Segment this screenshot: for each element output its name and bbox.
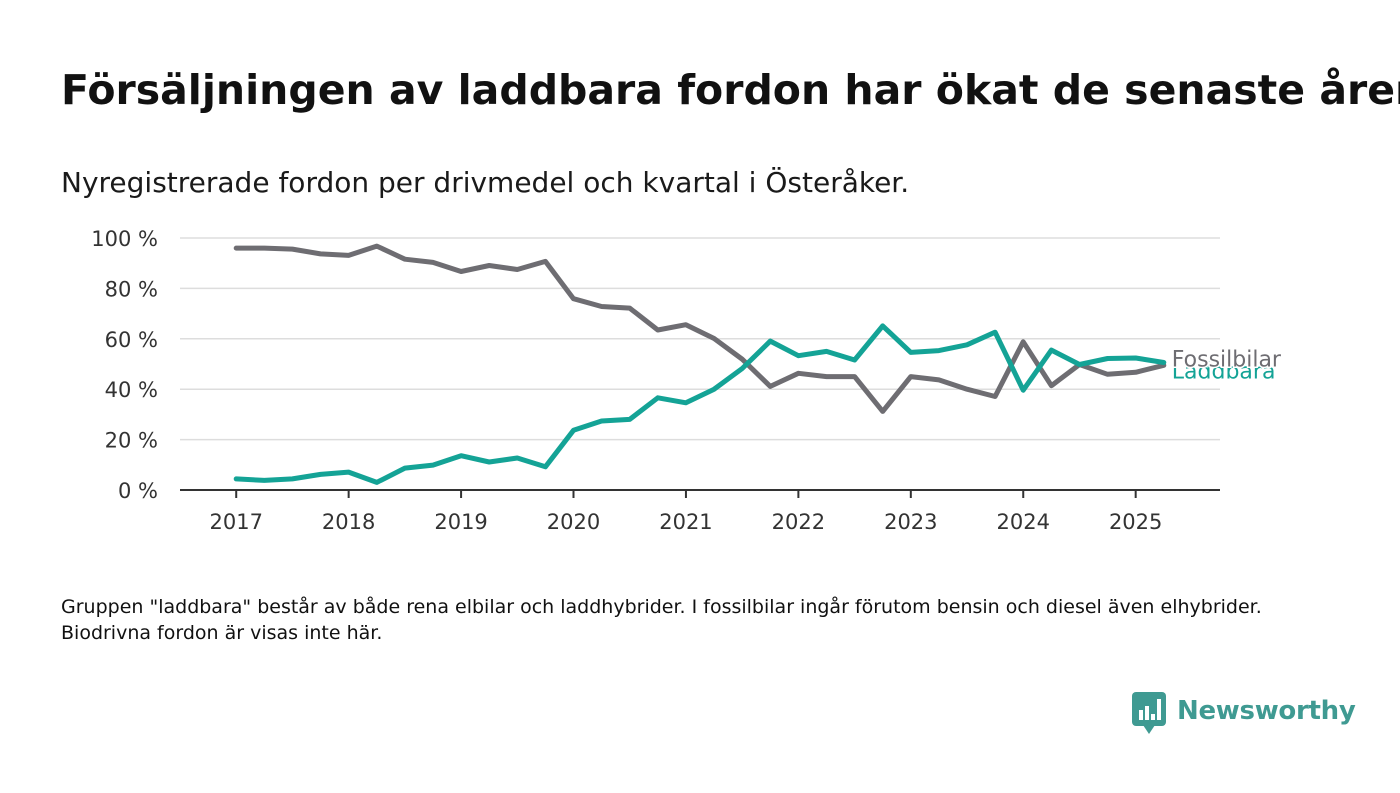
- footnote: Gruppen "laddbara" består av både rena e…: [61, 596, 1262, 644]
- y-tick-label: 60 %: [105, 328, 158, 352]
- y-tick-label: 80 %: [105, 277, 158, 301]
- brand-name: Newsworthy: [1177, 696, 1356, 726]
- x-tick-label: 2023: [884, 510, 937, 534]
- y-axis-ticks: 0 % 20 % 40 % 60 % 80 % 100 %: [91, 227, 158, 503]
- chart-title: Försäljningen av laddbara fordon har öka…: [61, 66, 1400, 114]
- x-tick-label: 2019: [434, 510, 487, 534]
- series-label-fossilbilar: Fossilbilar: [1172, 347, 1282, 372]
- newsworthy-logo-icon: [1132, 692, 1166, 734]
- x-tick-label: 2020: [547, 510, 600, 534]
- x-tick-label: 2024: [997, 510, 1050, 534]
- x-axis: 2017 2018 2019 2020 2021 2022 2023 2024 2025: [180, 489, 1220, 534]
- line-chart: 0 % 20 % 40 % 60 % 80 % 100 % 2017 2018 2019 202…: [91, 227, 1283, 534]
- y-tick-label: 100 %: [91, 227, 158, 251]
- chart-subtitle: Nyregistrerade fordon per drivmedel och …: [61, 166, 910, 199]
- grid-lines: [180, 237, 1220, 441]
- brand-logo[interactable]: Newsworthy: [1132, 692, 1356, 736]
- x-tick-label: 2025: [1109, 510, 1162, 534]
- x-tick-label: 2022: [772, 510, 825, 534]
- series-lines: [233, 243, 1167, 485]
- series-line-laddbara: [233, 323, 1167, 485]
- y-tick-label: 40 %: [105, 378, 158, 402]
- y-tick-label: 20 %: [105, 429, 158, 453]
- x-tick-label: 2018: [322, 510, 375, 534]
- y-tick-label: 0 %: [118, 479, 158, 503]
- x-tick-label: 2017: [209, 510, 262, 534]
- series-label-laddbara: Laddbara: [1172, 359, 1276, 384]
- x-tick-label: 2021: [659, 510, 712, 534]
- series-line-fossilbilar: [233, 243, 1167, 414]
